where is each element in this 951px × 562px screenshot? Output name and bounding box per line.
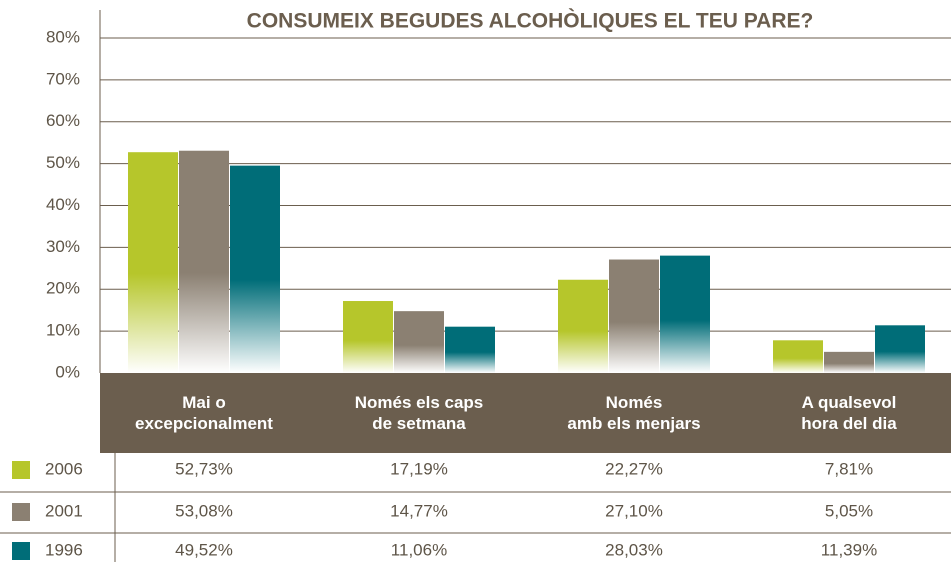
legend-label: 2006 [45,459,83,478]
bar [558,279,608,373]
x-tick-label: A qualsevol hora del dia [801,393,897,433]
value-label: 28,03% [605,540,663,559]
value-label: 49,52% [175,540,233,559]
value-label: 7,81% [825,459,873,478]
bar [875,325,925,373]
category-band [100,373,951,453]
legend-swatch [12,461,30,479]
bar [343,301,393,373]
y-tick-label: 10% [46,321,80,340]
bar [824,351,874,373]
bar [445,326,495,373]
y-tick-label: 80% [46,27,80,46]
legend-label: 1996 [45,540,83,559]
bar [660,255,710,373]
y-tick-label: 70% [46,69,80,88]
x-tick-label: Mai o excepcionalment [135,393,273,433]
x-tick-label: Només amb els menjars [567,393,701,433]
y-tick-label: 20% [46,279,80,298]
y-tick-label: 0% [55,362,80,381]
y-tick-label: 60% [46,111,80,130]
value-label: 17,19% [390,459,448,478]
legend-swatch [12,542,30,560]
value-label: 5,05% [825,501,873,520]
value-label: 53,08% [175,501,233,520]
bar [773,340,823,373]
bar [179,150,229,373]
legend-swatch [12,503,30,521]
value-label: 11,06% [391,540,447,559]
value-label: 22,27% [605,459,663,478]
y-tick-label: 30% [46,237,80,256]
y-tick-label: 50% [46,153,80,172]
bar [128,152,178,373]
value-label: 52,73% [175,459,233,478]
bar [230,165,280,373]
bar [609,259,659,373]
bar [394,311,444,373]
y-tick-label: 40% [46,195,80,214]
chart-title: CONSUMEIX BEGUDES ALCOHÒLIQUES EL TEU PA… [247,9,814,33]
x-tick-label: Només els caps de setmana [354,393,484,433]
value-label: 11,39% [821,540,877,559]
value-label: 27,10% [605,501,663,520]
value-label: 14,77% [390,501,448,520]
legend-label: 2001 [45,501,83,520]
